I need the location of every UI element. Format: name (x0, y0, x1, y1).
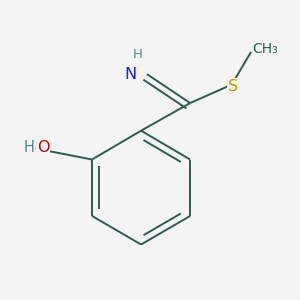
Text: CH₃: CH₃ (253, 42, 278, 56)
Text: N: N (124, 67, 136, 82)
Text: H: H (133, 48, 143, 62)
Text: O: O (37, 140, 49, 154)
Text: S: S (228, 79, 238, 94)
Text: H: H (23, 140, 34, 154)
